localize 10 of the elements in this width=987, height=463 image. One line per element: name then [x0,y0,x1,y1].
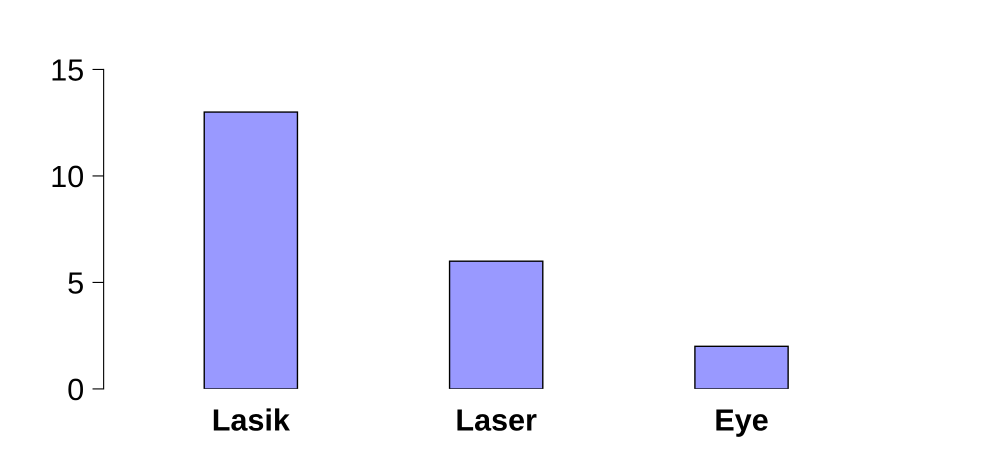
bar [694,346,789,389]
x-tick-label: Eye [716,409,768,437]
bar [204,111,298,389]
x-tick-label: Laser [457,409,536,431]
y-tick-label: 0 [68,378,83,400]
y-tick-label: 5 [68,272,83,294]
y-tick-label: 10 [52,166,83,188]
x-tick-label: Lasik [214,408,290,431]
y-tick-label: 15 [52,60,83,81]
bar [448,260,544,389]
